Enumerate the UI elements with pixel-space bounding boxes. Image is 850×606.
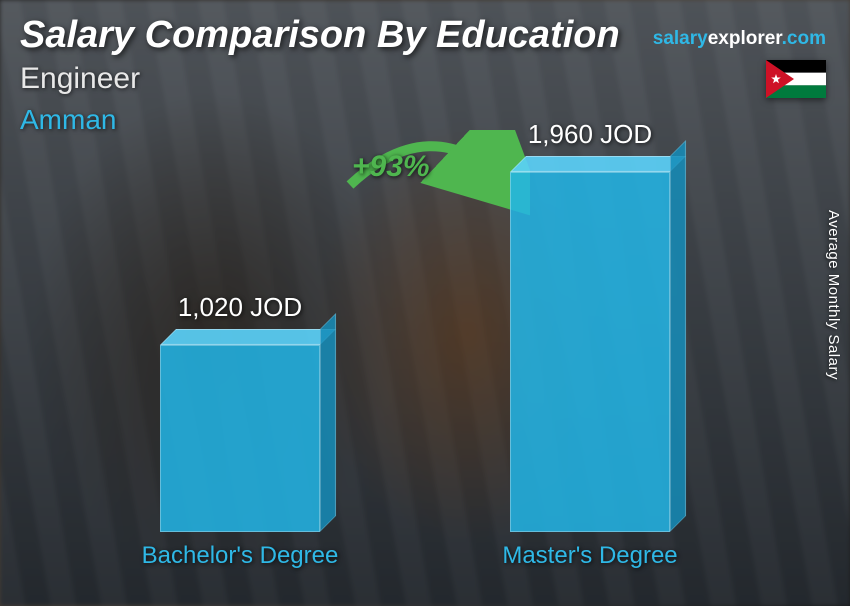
bar-front-face bbox=[510, 172, 670, 532]
brand-watermark: salaryexplorer.com bbox=[653, 28, 826, 50]
chart-subtitle: Engineer bbox=[20, 62, 140, 96]
bar-value-bachelors: 1,020 JOD bbox=[130, 292, 350, 323]
content-layer: Salary Comparison By Education Engineer … bbox=[0, 0, 850, 606]
brand-part3: .com bbox=[782, 28, 826, 49]
bar-side-face bbox=[670, 140, 686, 532]
bar-front-face bbox=[160, 345, 320, 532]
brand-part1: salary bbox=[653, 28, 708, 49]
brand-part2: explorer bbox=[708, 28, 782, 49]
jordan-flag-icon bbox=[766, 60, 826, 98]
bar-value-masters: 1,960 JOD bbox=[480, 119, 700, 150]
bar-bachelors bbox=[160, 345, 320, 532]
bar-label-bachelors: Bachelor's Degree bbox=[130, 542, 350, 570]
bar-side-face bbox=[320, 313, 336, 532]
bar-chart: 1,020 JOD Bachelor's Degree 1,960 JOD Ma… bbox=[100, 130, 740, 570]
bar-top-face bbox=[510, 156, 686, 172]
chart-title: Salary Comparison By Education bbox=[20, 14, 620, 57]
bar-top-face bbox=[160, 329, 336, 345]
y-axis-label: Average Monthly Salary bbox=[825, 210, 842, 380]
bar-masters bbox=[510, 172, 670, 532]
bar-label-masters: Master's Degree bbox=[480, 542, 700, 570]
